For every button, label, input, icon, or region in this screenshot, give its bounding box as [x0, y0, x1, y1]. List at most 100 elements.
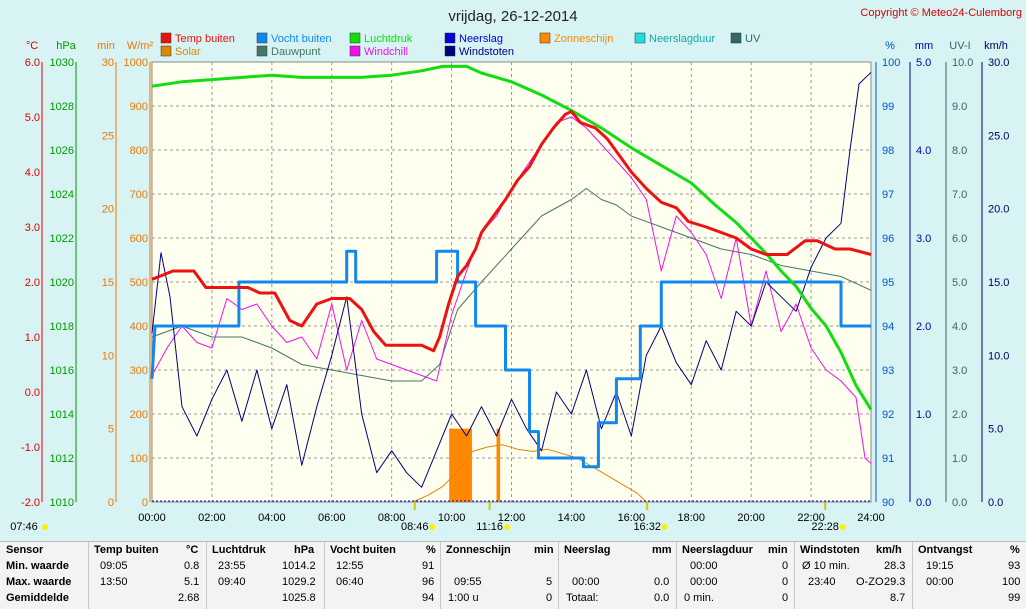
axis-tick-4: 99: [882, 101, 894, 113]
axis-tick-3: 500: [130, 277, 148, 289]
humidity-max: 96: [422, 576, 435, 588]
sunshine-title: Zonneschijn: [446, 544, 511, 556]
axis-tick-6: 7.0: [952, 189, 967, 201]
axis-tick-3: 400: [130, 321, 148, 333]
axis-tick-6: 8.0: [952, 145, 967, 157]
rainduration-max: 0: [782, 576, 789, 588]
axis-tick-6: 0.0: [952, 497, 967, 509]
axis-tick-4: 96: [882, 233, 894, 245]
received-avg: 99: [1008, 592, 1021, 604]
temp-avg: 2.68: [178, 592, 200, 604]
axis-tick-7: 30.0: [988, 57, 1009, 69]
axis-tick-2: 5: [108, 424, 114, 436]
axis-tick-7: 20.0: [988, 204, 1009, 216]
legend-label-uv: UV: [745, 33, 761, 45]
axis-tick-7: 5.0: [988, 424, 1003, 436]
legend-label-sunshine: Zonneschijn: [554, 33, 613, 45]
axis-tick-5: 5.0: [916, 57, 931, 69]
humidity-title: Vocht buiten: [330, 544, 396, 556]
humidity-avg: 94: [422, 592, 435, 604]
axis-tick-1: 1024: [50, 189, 74, 201]
received-max-time: 00:00: [926, 576, 954, 588]
gusts-avg: 8.7: [890, 592, 906, 604]
axis-unit-7: km/h: [984, 40, 1008, 52]
series-line-gusts: [151, 71, 872, 488]
rain-total: 0.0: [654, 592, 670, 604]
x-tick-label: 20:00: [737, 512, 765, 524]
humidity-min-time: 12:55: [336, 560, 364, 572]
axis-tick-3: 900: [130, 101, 148, 113]
axis-tick-2: 10: [102, 350, 114, 362]
axis-tick-0: 0.0: [25, 387, 40, 399]
axis-unit-1: hPa: [56, 40, 76, 52]
axis-tick-4: 93: [882, 365, 894, 377]
axis-tick-3: 600: [130, 233, 148, 245]
summary-col-sunshine: Zonneschijn min 09:55 5 1:00 u 0: [446, 542, 556, 609]
legend-label-solar: Solar: [175, 46, 201, 58]
gusts-avg10: 28.3: [884, 560, 906, 572]
axis-unit-0: °C: [26, 40, 38, 52]
summary-col-gusts: Windstoten km/h Ø 10 min. 28.3 23:40 O-ZO 29…: [800, 542, 910, 609]
axis-tick-6: 9.0: [952, 101, 967, 113]
axis-tick-4: 92: [882, 409, 894, 421]
gusts-max-dir: O-ZO: [856, 576, 884, 588]
axis-tick-3: 100: [130, 453, 148, 465]
rainduration-min-time: 00:00: [690, 560, 718, 572]
axis-tick-2: 15: [102, 277, 114, 289]
axis-tick-0: 5.0: [25, 112, 40, 124]
x-tick-label: 08:00: [378, 512, 406, 524]
summary-col-temp: Temp buiten °C 09:05 0.8 13:50 5.1 2.68: [94, 542, 204, 609]
axis-tick-1: 1030: [50, 57, 74, 69]
axis-tick-2: 0: [108, 497, 114, 509]
rainduration-avg: 0: [782, 592, 789, 604]
legend-swatch-gusts: [444, 45, 456, 57]
rainduration-unit: min: [768, 544, 788, 556]
chart-title: vrijdag, 26-12-2014: [448, 8, 577, 25]
axis-tick-1: 1022: [50, 233, 74, 245]
legend-swatch-solar: [160, 45, 172, 57]
humidity-unit: %: [426, 544, 436, 556]
rainduration-min: 0: [782, 560, 789, 572]
rain-max-time: 00:00: [572, 576, 600, 588]
legend-swatch-sunshine: [539, 32, 551, 44]
legend-label-temp: Temp buiten: [175, 33, 235, 45]
axis-tick-0: 2.0: [25, 277, 40, 289]
axis-tick-0: -1.0: [21, 442, 40, 454]
axis-tick-0: -2.0: [21, 497, 40, 509]
axis-tick-4: 90: [882, 497, 894, 509]
received-title: Ontvangst: [918, 544, 973, 556]
axis-tick-3: 0: [142, 497, 148, 509]
series-line-solar: [412, 444, 647, 503]
axis-tick-3: 700: [130, 189, 148, 201]
event-1116-icon: [504, 524, 511, 530]
summary-col-pressure: Luchtdruk hPa 23:55 1014.2 09:40 1029.2 102…: [212, 542, 322, 609]
axis-tick-1: 1028: [50, 101, 74, 113]
axis-tick-0: 4.0: [25, 167, 40, 179]
legend-swatch-uv: [730, 32, 742, 44]
axis-tick-0: 3.0: [25, 222, 40, 234]
rain-total-label: Totaal:: [566, 592, 599, 604]
pressure-max: 1029.2: [282, 576, 316, 588]
axis-tick-4: 91: [882, 453, 894, 465]
pressure-min: 1014.2: [282, 560, 316, 572]
axis-tick-2: 30: [102, 57, 114, 69]
rain-title: Neerslag: [564, 544, 611, 556]
axis-tick-7: 15.0: [988, 277, 1009, 289]
axis-tick-1: 1014: [50, 409, 74, 421]
temp-title: Temp buiten: [94, 544, 159, 556]
rain-max: 0.0: [654, 576, 670, 588]
temp-max-time: 13:50: [100, 576, 128, 588]
sunshine-bar: [496, 428, 501, 502]
legend-swatch-rainduration: [634, 32, 646, 44]
axis-tick-4: 95: [882, 277, 894, 289]
humidity-min: 91: [422, 560, 435, 572]
axis-tick-1: 1016: [50, 365, 74, 377]
sensor-label: Sensor: [6, 544, 44, 556]
event-1632-icon: [661, 524, 668, 530]
max-label: Max. waarde: [6, 576, 72, 588]
sunshine-max: 5: [546, 576, 553, 588]
axis-tick-4: 98: [882, 145, 894, 157]
received-max: 100: [1002, 576, 1021, 588]
event-0846-label: 08:46: [401, 521, 429, 533]
event-2228-icon: [839, 524, 846, 530]
